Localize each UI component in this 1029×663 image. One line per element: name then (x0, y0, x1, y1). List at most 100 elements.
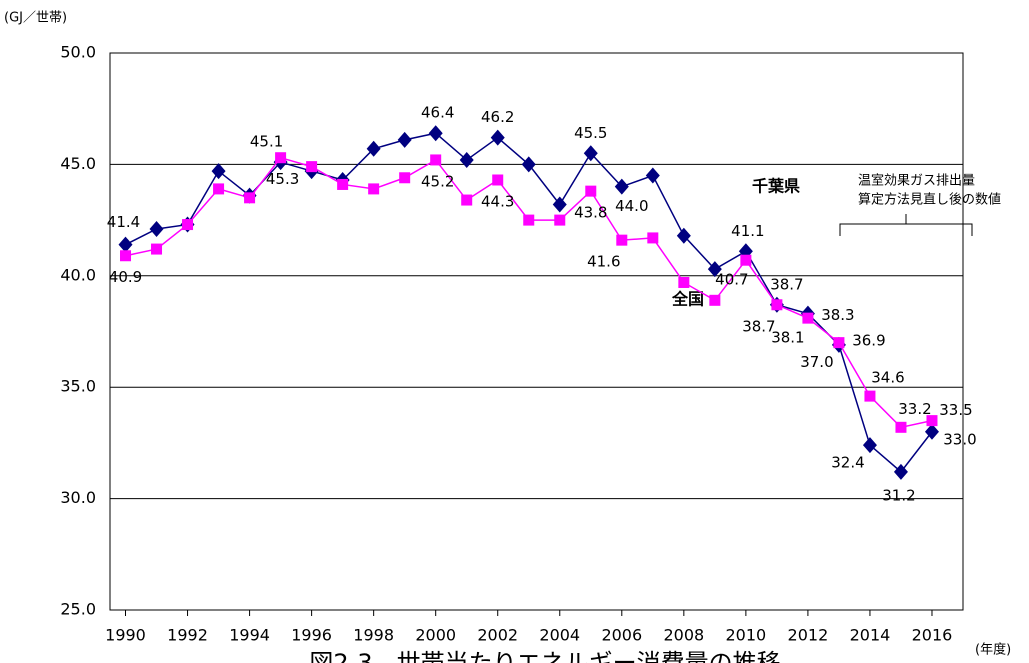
data-label: 38.7 (742, 317, 775, 335)
point (895, 421, 907, 433)
point (552, 196, 567, 213)
point (647, 232, 659, 244)
data-label: 32.4 (831, 454, 864, 472)
x-tick-label: 2012 (788, 626, 829, 645)
y-tick-label: 45.0 (60, 154, 96, 173)
data-label: 45.5 (574, 124, 607, 142)
point (585, 185, 597, 197)
annotation: 全国 (671, 290, 704, 309)
point (428, 125, 443, 142)
data-label: 37.0 (800, 353, 833, 371)
x-tick-label: 2010 (726, 626, 767, 645)
data-label: 43.8 (574, 204, 607, 222)
point (368, 183, 380, 195)
point (399, 172, 411, 184)
point (397, 131, 412, 148)
point (523, 214, 535, 226)
point (211, 163, 226, 180)
data-label: 38.3 (821, 306, 854, 324)
point (459, 151, 474, 168)
point (366, 140, 381, 157)
annotation: 千葉県 (752, 177, 800, 196)
point (676, 227, 691, 244)
x-tick-label: 2004 (539, 626, 580, 645)
point (521, 156, 536, 173)
y-tick-label: 50.0 (60, 43, 96, 62)
x-tick-label: 1990 (105, 626, 146, 645)
x-tick-label: 2008 (663, 626, 704, 645)
data-label: 33.2 (898, 400, 931, 418)
annotation: 温室効果ガス排出量 (858, 173, 975, 189)
point (833, 337, 845, 349)
point (893, 463, 908, 480)
point (864, 390, 876, 402)
point (771, 299, 783, 311)
x-tick-label: 1998 (353, 626, 394, 645)
x-tick-label: 1992 (167, 626, 208, 645)
point (862, 437, 877, 454)
point (926, 415, 938, 427)
y-tick-label: 25.0 (60, 600, 96, 619)
point (430, 154, 442, 166)
data-label: 40.7 (715, 271, 748, 289)
point (151, 243, 163, 255)
data-label: 44.0 (615, 197, 648, 215)
point (118, 236, 133, 253)
y-tick-label: 35.0 (60, 377, 96, 396)
point (275, 152, 287, 164)
x-tick-label: 2002 (477, 626, 518, 645)
point (709, 294, 721, 306)
x-tick-label: 1994 (229, 626, 270, 645)
point (337, 178, 349, 190)
point (490, 129, 505, 146)
point (306, 161, 318, 173)
data-label: 40.9 (109, 268, 142, 286)
y-axis-label: (GJ／世帯) (4, 11, 67, 26)
point (645, 167, 660, 184)
point (583, 145, 598, 162)
data-label: 38.7 (770, 275, 803, 293)
point (924, 423, 939, 440)
data-label: 46.4 (421, 104, 454, 122)
point (802, 312, 814, 324)
point (492, 174, 504, 186)
point (149, 221, 164, 238)
point (554, 214, 566, 226)
point (616, 234, 628, 246)
x-tick-label: 2014 (850, 626, 891, 645)
data-label: 45.1 (250, 133, 283, 151)
data-label: 46.2 (481, 108, 514, 126)
point (120, 250, 132, 262)
data-label: 38.1 (771, 329, 804, 347)
annotation-bracket (839, 214, 973, 236)
x-tick-label: 2000 (415, 626, 456, 645)
y-tick-label: 30.0 (60, 488, 96, 507)
point (707, 261, 722, 278)
x-tick-label: 2006 (601, 626, 642, 645)
data-label: 41.1 (731, 222, 764, 240)
point (244, 192, 256, 204)
data-label: 45.3 (266, 170, 299, 188)
point (461, 194, 473, 206)
x-tick-label: 1996 (291, 626, 332, 645)
data-label: 41.6 (587, 253, 620, 271)
point (213, 183, 225, 195)
point (678, 276, 690, 288)
data-label: 44.3 (481, 192, 514, 210)
x-tick-label: 2016 (912, 626, 953, 645)
point (614, 178, 629, 195)
x-axis-label: (年度) (975, 642, 1011, 658)
data-label: 36.9 (852, 331, 885, 349)
point (182, 219, 194, 231)
data-label: 41.4 (107, 213, 140, 231)
annotation: 算定方法見直し後の数値 (858, 192, 1001, 208)
data-label: 45.2 (421, 172, 454, 190)
data-label: 33.5 (939, 401, 972, 419)
data-label: 34.6 (871, 369, 904, 387)
chart-title: 図2-3 世帯当たりエネルギー消費量の推移 (309, 649, 780, 663)
point (740, 254, 752, 266)
data-label: 33.0 (943, 430, 976, 448)
y-tick-label: 40.0 (60, 265, 96, 284)
